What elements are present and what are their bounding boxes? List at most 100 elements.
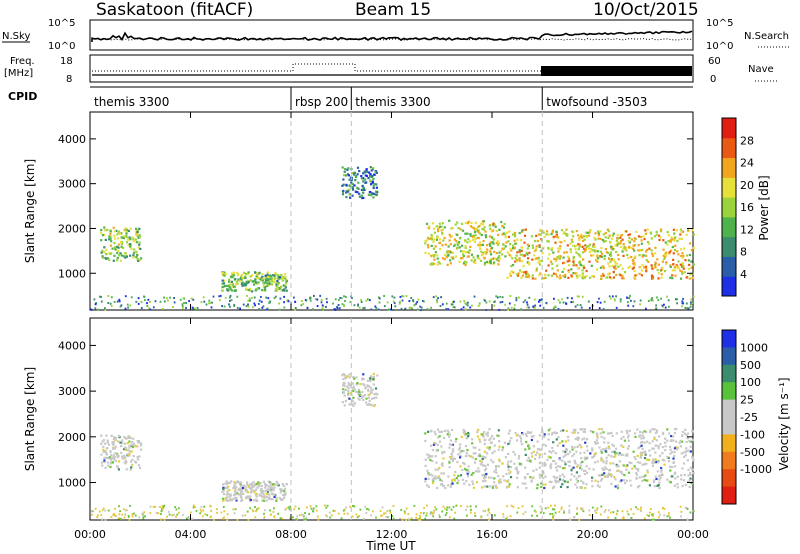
scatter-cell (425, 239, 428, 242)
scatter-cell (583, 437, 586, 440)
scatter-cell (343, 374, 346, 377)
ground-scatter-cell (534, 304, 537, 307)
scatter-cell (104, 442, 107, 445)
scatter-cell (571, 431, 574, 434)
scatter-cell (345, 388, 348, 391)
scatter-cell (453, 474, 456, 477)
ground-scatter-cell (190, 511, 192, 514)
scatter-cell (547, 429, 550, 432)
ground-scatter-cell (294, 307, 297, 309)
scatter-cell (580, 479, 583, 482)
ground-scatter-cell (676, 302, 678, 305)
scatter-cell (436, 263, 439, 266)
velocity-colorbar: Velocity [m s⁻¹] 100050010025-25-100-500… (721, 329, 791, 505)
scatter-cell (681, 434, 684, 437)
ground-scatter-cell (630, 516, 633, 519)
scatter-cell (125, 228, 128, 231)
scatter-cell (234, 491, 238, 494)
scatter-cell (101, 234, 104, 237)
ground-scatter-cell (325, 297, 328, 300)
ground-scatter-cell (496, 296, 499, 299)
scatter-cell (605, 251, 608, 254)
scatter-cell (687, 259, 690, 262)
ground-scatter-cell (176, 513, 179, 516)
scatter-cell (359, 383, 362, 386)
ground-scatter-cell (598, 307, 601, 310)
scatter-cell (116, 245, 119, 248)
scatter-cell (235, 497, 238, 500)
scatter-cell (278, 276, 281, 279)
scatter-cell (655, 429, 658, 432)
ground-scatter-cell (657, 299, 660, 302)
scatter-cell (607, 454, 610, 457)
scatter-cell (117, 455, 120, 458)
scatter-cell (470, 473, 473, 476)
ground-scatter-cell (499, 295, 502, 298)
ground-scatter-cell (332, 509, 335, 512)
scatter-cell (271, 487, 274, 490)
ground-scatter-cell (649, 508, 652, 510)
scatter-cell (641, 463, 644, 466)
ground-scatter-cell (175, 515, 177, 518)
ground-scatter-cell (614, 299, 616, 302)
scatter-cell (657, 272, 660, 275)
scatter-cell (643, 475, 646, 478)
scatter-cell (265, 496, 268, 499)
ground-scatter-cell (540, 298, 543, 301)
scatter-cell (630, 255, 633, 259)
scatter-cell (690, 260, 693, 263)
scatter-cell (498, 255, 501, 258)
scatter-cell (486, 446, 489, 449)
scatter-cell (602, 461, 605, 464)
scatter-cell (455, 233, 458, 236)
scatter-cell (360, 396, 364, 399)
scatter-cell (655, 461, 658, 464)
scatter-cell (626, 453, 629, 456)
ground-scatter-cell (200, 510, 203, 513)
scatter-cell (542, 231, 545, 234)
ground-scatter-cell (127, 515, 130, 518)
scatter-cell (615, 250, 618, 254)
ground-scatter-cell (182, 513, 184, 516)
scatter-cell (676, 448, 679, 451)
scatter-cell (371, 192, 374, 195)
scatter-cell (621, 238, 624, 241)
scatter-cell (344, 168, 347, 171)
scatter-cell (106, 441, 109, 444)
ground-scatter-cell (392, 517, 395, 520)
scatter-cell (222, 493, 225, 496)
scatter-cell (609, 251, 612, 254)
scatter-cell (463, 250, 466, 253)
scatter-cell (510, 249, 513, 252)
scatter-cell (684, 454, 687, 457)
ground-scatter-cell (484, 509, 487, 512)
ground-scatter-cell (97, 308, 100, 311)
scatter-cell (283, 490, 286, 493)
ground-scatter-cell (501, 301, 504, 303)
scatter-cell (626, 447, 630, 450)
ground-scatter-cell (94, 307, 97, 310)
scatter-cell (343, 382, 346, 385)
scatter-cell (611, 234, 614, 237)
scatter-cell (559, 247, 562, 250)
scatter-cell (363, 188, 366, 191)
ground-scatter-cell (441, 303, 444, 306)
ground-scatter-cell (254, 304, 256, 307)
scatter-cell (687, 468, 690, 472)
ground-scatter-cell (581, 295, 584, 298)
scatter-cell (126, 241, 129, 244)
scatter-cell (253, 490, 256, 494)
scatter-cell (645, 479, 648, 482)
ground-scatter-cell (521, 505, 524, 508)
scatter-cell (497, 465, 500, 468)
ground-scatter-cell (436, 301, 439, 304)
scatter-cell (643, 238, 646, 241)
scatter-cell (342, 189, 345, 192)
scatter-cell (500, 220, 503, 224)
nsky-trace (91, 30, 693, 42)
ground-scatter-cell (422, 300, 424, 302)
scatter-cell (482, 228, 485, 231)
scatter-cell (594, 479, 597, 482)
